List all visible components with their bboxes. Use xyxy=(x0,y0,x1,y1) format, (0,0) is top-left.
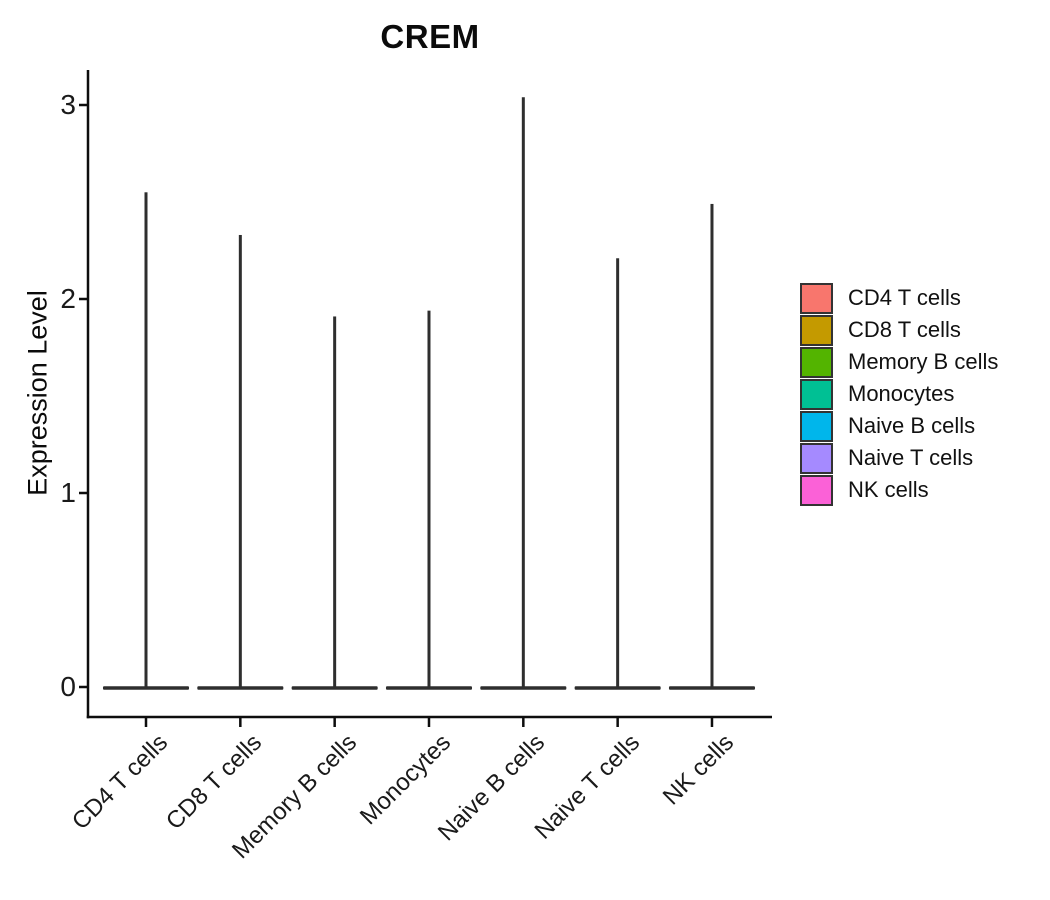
violin-spike xyxy=(616,258,620,688)
legend-item-label: Monocytes xyxy=(848,381,955,406)
legend-color-swatch xyxy=(800,346,833,378)
legend: CD4 T cells CD8 T cells Memory B cells Mono… xyxy=(800,282,998,506)
legend-item: CD8 T cells xyxy=(800,314,998,346)
legend-color-swatch xyxy=(800,314,833,346)
y-tick-label: 0 xyxy=(60,671,76,702)
legend-item: CD4 T cells xyxy=(800,282,998,314)
legend-item-label: Naive B cells xyxy=(848,413,976,438)
violin-spike xyxy=(710,203,714,688)
legend-item: NK cells xyxy=(800,474,998,506)
violin-spike xyxy=(333,316,337,688)
legend-item-label: Naive T cells xyxy=(848,445,974,470)
y-tick-label: 1 xyxy=(60,477,76,508)
violin-spike xyxy=(238,234,242,689)
legend-color-swatch xyxy=(800,410,833,442)
legend-color-swatch xyxy=(800,474,833,506)
legend-item: Monocytes xyxy=(800,378,998,410)
legend-item: Naive B cells xyxy=(800,410,998,442)
violin-spike xyxy=(427,310,431,688)
legend-color-swatch xyxy=(800,378,833,410)
legend-color-swatch xyxy=(800,442,833,474)
y-tick-label: 3 xyxy=(60,89,76,120)
legend-item-label: NK cells xyxy=(848,477,929,502)
legend-color-swatch xyxy=(800,282,833,314)
violin-spike xyxy=(144,192,148,689)
plot-title: CREM xyxy=(380,18,480,55)
legend-item: Memory B cells xyxy=(800,346,998,378)
y-tick-label: 2 xyxy=(60,283,76,314)
violin-spike xyxy=(521,97,525,689)
legend-item-label: Memory B cells xyxy=(848,349,999,374)
legend-item-label: CD8 T cells xyxy=(848,317,961,342)
legend-item: Naive T cells xyxy=(800,442,998,474)
legend-item-label: CD4 T cells xyxy=(848,285,961,310)
